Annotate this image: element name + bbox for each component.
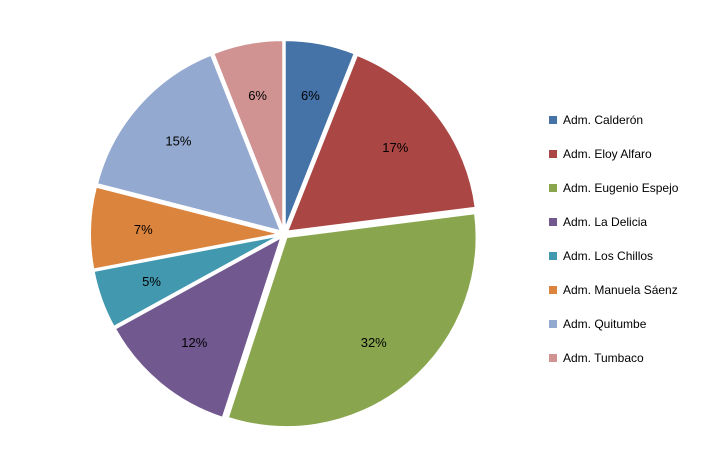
legend-swatch-1 xyxy=(549,116,557,124)
pie-slice-2 xyxy=(285,53,477,233)
legend-label-2: Adm. Eloy Alfaro xyxy=(563,147,652,161)
legend-label-7: Adm. Quitumbe xyxy=(563,317,647,331)
pie-slice-5 xyxy=(92,234,281,329)
legend-label-1: Adm. Calderón xyxy=(563,113,644,127)
legend-swatch-5 xyxy=(549,252,557,260)
data-label-4: 12% xyxy=(181,335,207,350)
data-label-1: 6% xyxy=(301,88,320,103)
legend-swatch-6 xyxy=(549,286,557,294)
data-label-6: 7% xyxy=(134,222,153,237)
legend-item-5: Adm. Los Chillos xyxy=(549,239,678,273)
pie-slice-1 xyxy=(283,39,356,231)
legend-swatch-7 xyxy=(549,320,557,328)
legend-item-6: Adm. Manuela Sáenz xyxy=(549,273,678,307)
legend-label-6: Adm. Manuela Sáenz xyxy=(563,283,678,297)
pie-slice-4 xyxy=(113,234,284,420)
pie-slice-8 xyxy=(212,39,285,231)
data-label-7: 15% xyxy=(165,133,191,148)
legend-label-5: Adm. Los Chillos xyxy=(563,249,654,263)
pie-slice-6 xyxy=(89,185,281,271)
legend-swatch-8 xyxy=(549,354,557,362)
data-label-8: 6% xyxy=(248,88,267,103)
data-label-2: 17% xyxy=(382,140,408,155)
pie-data-labels: 6% 17% 32% 12% 5% 7% 15% 6% xyxy=(134,88,409,350)
legend-item-2: Adm. Eloy Alfaro xyxy=(549,137,678,171)
legend-item-4: Adm. La Delicia xyxy=(549,205,678,239)
pie-slice-3 xyxy=(226,212,478,429)
data-label-5: 5% xyxy=(142,274,161,289)
legend-swatch-4 xyxy=(549,218,557,226)
legend-swatch-3 xyxy=(549,184,557,192)
legend-item-3: Adm. Eugenio Espejo xyxy=(549,171,678,205)
chart-legend: Adm. Calderón Adm. Eloy Alfaro Adm. Eugeni… xyxy=(549,103,678,375)
legend-label-4: Adm. La Delicia xyxy=(563,215,648,229)
legend-item-7: Adm. Quitumbe xyxy=(549,307,678,341)
legend-swatch-2 xyxy=(549,150,557,158)
legend-item-8: Adm. Tumbaco xyxy=(549,341,678,375)
legend-item-1: Adm. Calderón xyxy=(549,103,678,137)
data-label-3: 32% xyxy=(361,335,387,350)
legend-label-3: Adm. Eugenio Espejo xyxy=(563,181,679,195)
pie-slices xyxy=(89,39,478,429)
pie-slice-7 xyxy=(95,53,283,233)
legend-label-8: Adm. Tumbaco xyxy=(563,351,644,365)
